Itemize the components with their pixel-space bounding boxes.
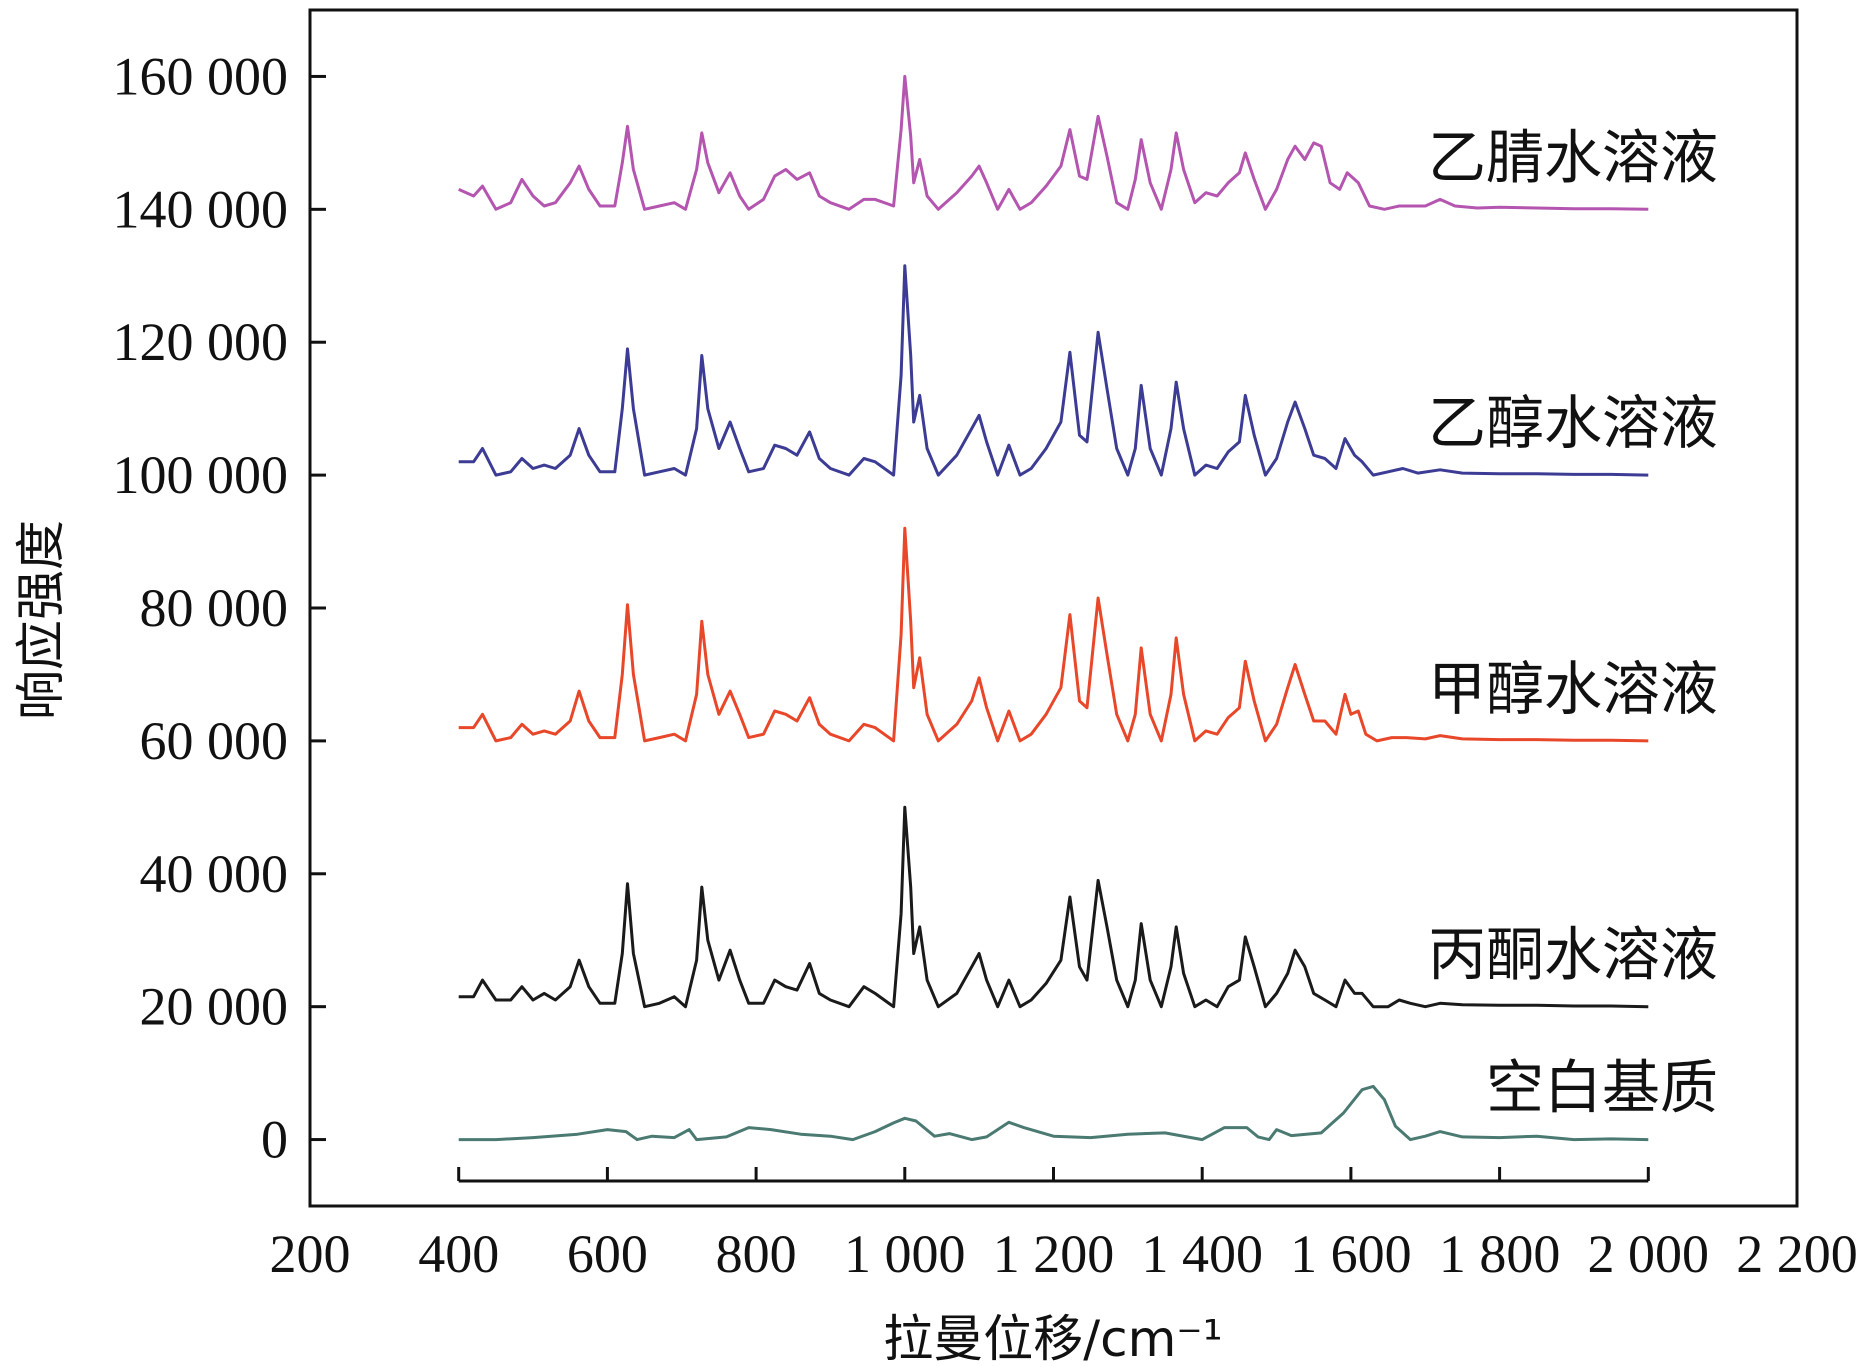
x-tick-label: 2 200 [1736,1224,1858,1284]
series-label: 乙醇水溶液 [1428,389,1718,457]
series-label: 乙腈水溶液 [1428,123,1718,191]
y-tick-label: 140 000 [113,179,289,239]
x-axis-title: 拉曼位移/cm⁻¹ [883,1310,1222,1366]
x-tick-label: 1 600 [1290,1224,1412,1284]
y-tick-label: 120 000 [113,312,289,372]
x-tick-label: 1 800 [1439,1224,1561,1284]
y-tick-label: 100 000 [113,445,289,505]
series-label: 空白基质 [1486,1054,1718,1122]
x-tick-label: 1 400 [1141,1224,1263,1284]
y-axis-title: 响应强度 [12,520,70,720]
x-tick-label: 800 [716,1224,797,1284]
y-tick-label: 60 000 [140,711,289,771]
x-axis-ticks: 200 400 600 800 1 000 1 200 1 400 1 600 1 800 2 0… [270,1167,1858,1284]
series-label: 丙酮水溶液 [1428,921,1718,989]
series-line [458,1084,1649,1142]
y-tick-label: 80 000 [140,578,289,638]
x-tick-label: 1 200 [993,1224,1115,1284]
x-tick-label: 200 [270,1224,351,1284]
y-tick-label: 0 [261,1110,288,1170]
y-tick-label: 40 000 [140,844,289,904]
series-line [458,526,1649,743]
x-tick-label: 2 000 [1588,1224,1710,1284]
series-line [458,74,1649,211]
series-labels: 空白基质 丙酮水溶液 甲醇水溶液 乙醇水溶液 乙腈水溶液 [1428,123,1718,1121]
y-tick-label: 20 000 [140,977,289,1037]
series-label: 甲醇水溶液 [1428,655,1718,723]
x-tick-label: 1 000 [844,1224,966,1284]
series-line [458,264,1649,477]
series-lines [458,74,1649,1142]
y-tick-label: 160 000 [113,46,289,106]
x-tick-label: 600 [567,1224,648,1284]
x-tick-label: 400 [418,1224,499,1284]
y-axis-ticks: 0 20 000 40 000 60 000 80 000 100 000 120 000 1… [113,46,326,1170]
series-line [458,805,1649,1009]
